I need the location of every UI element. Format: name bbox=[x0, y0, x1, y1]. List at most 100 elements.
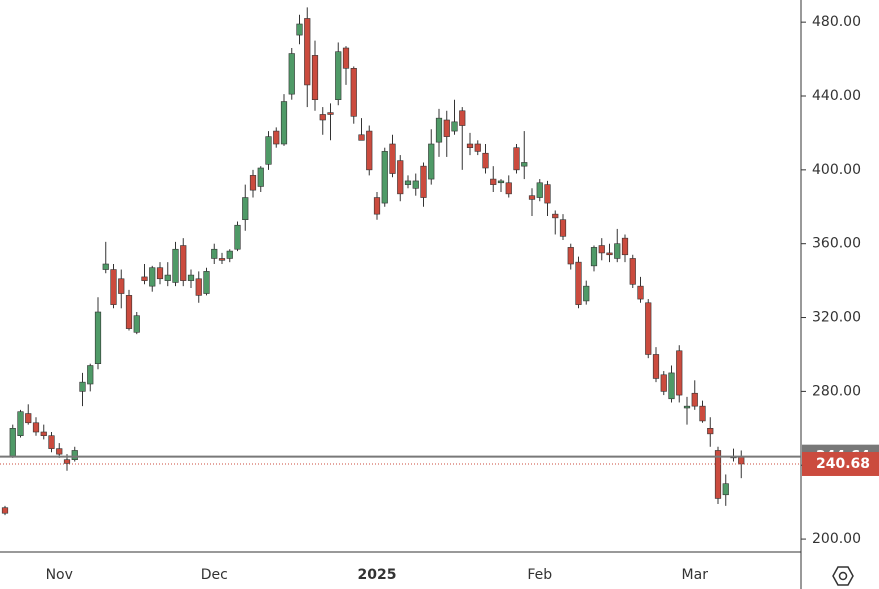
candle-body bbox=[358, 134, 365, 141]
candle-body bbox=[521, 162, 528, 167]
candle-body bbox=[668, 372, 675, 400]
candle-body bbox=[172, 248, 179, 283]
candle-body bbox=[203, 271, 210, 294]
candle-body bbox=[110, 269, 117, 305]
candle-body bbox=[420, 165, 427, 198]
candle-body bbox=[195, 278, 202, 296]
candle-body bbox=[528, 195, 536, 200]
candle-body bbox=[552, 213, 559, 219]
x-tick-label: Dec bbox=[201, 567, 228, 583]
candle-body bbox=[125, 295, 133, 329]
candle-body bbox=[187, 274, 195, 281]
candle-body bbox=[257, 167, 264, 187]
candle-body bbox=[443, 119, 450, 137]
candle-body bbox=[676, 350, 683, 396]
candle-body bbox=[164, 274, 171, 281]
candle-body bbox=[71, 450, 78, 460]
candle-body bbox=[141, 276, 148, 281]
candle-body bbox=[435, 117, 443, 143]
candle-body bbox=[559, 219, 567, 237]
candle-body bbox=[660, 374, 667, 392]
candle-body bbox=[56, 448, 63, 455]
candle-body bbox=[366, 130, 373, 171]
candle-body bbox=[590, 247, 598, 267]
candle-body bbox=[497, 180, 505, 184]
chart-frame bbox=[0, 0, 802, 589]
x-tick-label: Mar bbox=[682, 567, 709, 583]
candle-body bbox=[614, 243, 621, 259]
y-tick-label: 200.00 bbox=[812, 531, 861, 547]
y-tick-label: 400.00 bbox=[812, 162, 861, 178]
candle-body bbox=[738, 456, 745, 465]
candle-body bbox=[40, 431, 47, 436]
candle-body bbox=[218, 258, 226, 261]
candle-body bbox=[722, 483, 729, 496]
candle-body bbox=[25, 413, 32, 424]
candle-body bbox=[211, 248, 218, 259]
candle-body bbox=[242, 197, 249, 220]
candle-body bbox=[621, 237, 629, 256]
candle-body bbox=[296, 23, 303, 36]
candle-body bbox=[482, 152, 489, 169]
candle-body bbox=[652, 354, 660, 379]
candle-body bbox=[273, 130, 280, 145]
candle-body bbox=[466, 143, 474, 148]
candle-body bbox=[234, 224, 241, 250]
candle-body bbox=[629, 258, 636, 285]
candle-body bbox=[404, 180, 412, 185]
candle-body bbox=[9, 428, 16, 457]
y-tick-label: 360.00 bbox=[812, 236, 861, 252]
candle-body bbox=[683, 405, 691, 409]
candle-body bbox=[304, 18, 311, 86]
x-tick-label: 2025 bbox=[358, 567, 397, 583]
candle-body bbox=[428, 143, 435, 180]
y-tick-label: 320.00 bbox=[812, 310, 861, 326]
candle-body bbox=[63, 459, 71, 464]
candle-body bbox=[17, 411, 24, 436]
last-price-label: 240.68 bbox=[816, 456, 870, 472]
candle-body bbox=[451, 121, 458, 132]
candle-body bbox=[350, 68, 357, 117]
candle-body bbox=[265, 136, 272, 165]
candle-body bbox=[606, 252, 613, 256]
candle-body bbox=[249, 175, 257, 191]
x-tick-label: Feb bbox=[527, 567, 552, 583]
candle-body bbox=[87, 365, 94, 385]
settings-icon[interactable] bbox=[832, 566, 854, 586]
candle-body bbox=[280, 101, 288, 145]
candle-body bbox=[342, 47, 350, 69]
candle-body bbox=[48, 435, 55, 449]
candle-body bbox=[637, 285, 644, 300]
candle-body bbox=[707, 428, 714, 435]
candle-body bbox=[645, 302, 652, 355]
candle-body bbox=[536, 182, 543, 198]
candle-body bbox=[583, 285, 590, 302]
candle-body bbox=[381, 151, 388, 204]
candle-body bbox=[412, 180, 419, 189]
candle-body bbox=[149, 267, 156, 287]
y-tick-label: 480.00 bbox=[812, 14, 861, 30]
candle-body bbox=[335, 51, 342, 100]
candle-body bbox=[575, 261, 582, 305]
candle-body bbox=[226, 250, 233, 259]
candle-body bbox=[389, 143, 396, 174]
candle-body bbox=[490, 178, 497, 185]
candle-body bbox=[94, 311, 102, 364]
candle-body bbox=[505, 182, 512, 195]
candle-body bbox=[699, 405, 706, 422]
candle-body bbox=[714, 450, 722, 499]
candle-body bbox=[1, 507, 9, 514]
candle-body bbox=[102, 263, 109, 270]
candle-body bbox=[459, 110, 466, 126]
candle-body bbox=[474, 143, 481, 152]
candle-body bbox=[544, 184, 551, 204]
candle-body bbox=[79, 381, 86, 392]
candle-body bbox=[180, 245, 187, 281]
x-tick-label: Nov bbox=[46, 567, 73, 583]
candle-body bbox=[567, 247, 574, 265]
candle-body bbox=[32, 422, 40, 433]
candle-body bbox=[598, 245, 605, 254]
candle-body bbox=[327, 112, 334, 115]
candle-body bbox=[513, 147, 520, 171]
